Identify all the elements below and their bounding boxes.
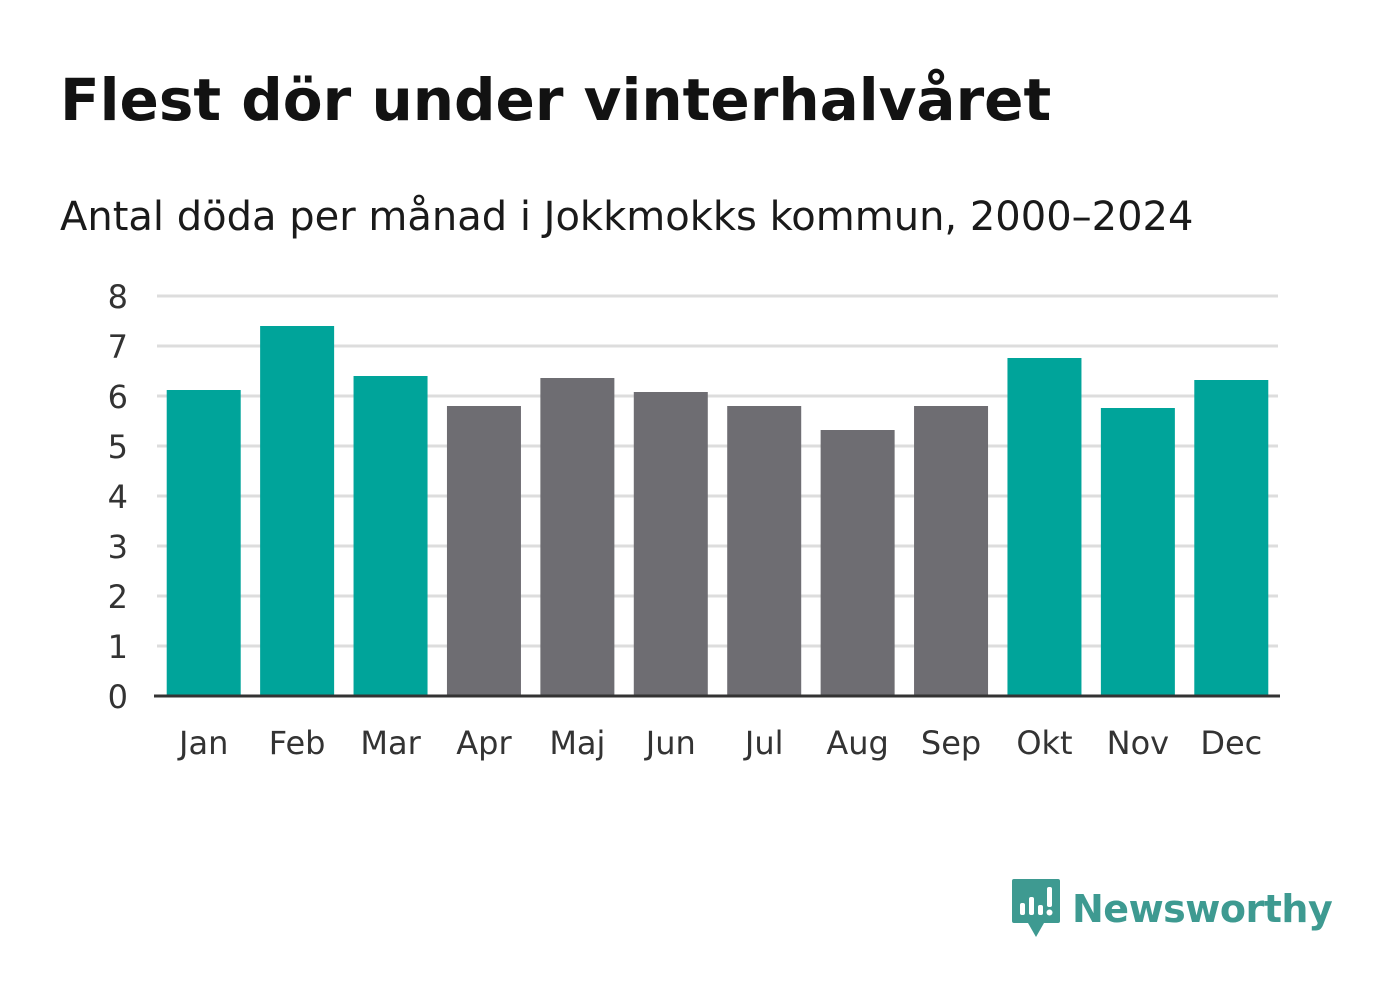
x-tick-label-maj: Maj [549,724,605,762]
bar-aug [820,430,895,696]
bar-maj [540,378,615,696]
bar-feb [260,326,335,696]
x-tick-label-jun: Jun [644,724,696,762]
bars [166,326,1269,696]
y-tick-label: 3 [108,528,128,566]
x-axis-tick-labels: Jan Feb Mar Apr Maj Jun Jul Aug Sep Okt Nov Dec [177,724,1262,762]
newsworthy-logo-icon [1012,879,1060,937]
y-tick-label: 8 [108,278,128,316]
x-tick-label-jan: Jan [177,724,228,762]
gridlines [157,294,1278,648]
x-tick-label-jul: Jul [743,724,784,762]
x-tick-label-aug: Aug [826,724,888,762]
brand-logo: Newsworthy [1010,876,1333,942]
bar-mar [353,376,428,696]
x-tick-label-mar: Mar [360,724,421,762]
y-axis-tick-labels: 0 1 2 3 4 5 6 7 8 [108,278,128,716]
y-tick-label: 2 [108,578,128,616]
y-tick-label: 0 [108,678,128,716]
x-tick-label-sep: Sep [921,724,981,762]
y-tick-label: 6 [108,378,128,416]
brand-name: Newsworthy [1072,887,1333,931]
bar-jul [727,406,802,696]
bar-sep [914,406,989,696]
x-tick-label-apr: Apr [456,724,512,762]
bar-jun [633,392,708,696]
chart-subtitle: Antal döda per månad i Jokkmokks kommun,… [60,194,1194,240]
bar-okt [1007,358,1082,696]
x-tick-label-nov: Nov [1107,724,1169,762]
bar-dec [1194,380,1269,696]
y-tick-label: 1 [108,628,128,666]
y-tick-label: 5 [108,428,128,466]
x-tick-label-feb: Feb [269,724,326,762]
x-tick-label-dec: Dec [1200,724,1262,762]
y-tick-label: 4 [108,478,128,516]
bar-jan [166,390,241,696]
bar-nov [1100,408,1175,696]
y-tick-label: 7 [108,328,128,366]
chart-title: Flest dör under vinterhalvåret [60,66,1052,134]
bar-apr [446,406,521,696]
x-tick-label-okt: Okt [1016,724,1072,762]
